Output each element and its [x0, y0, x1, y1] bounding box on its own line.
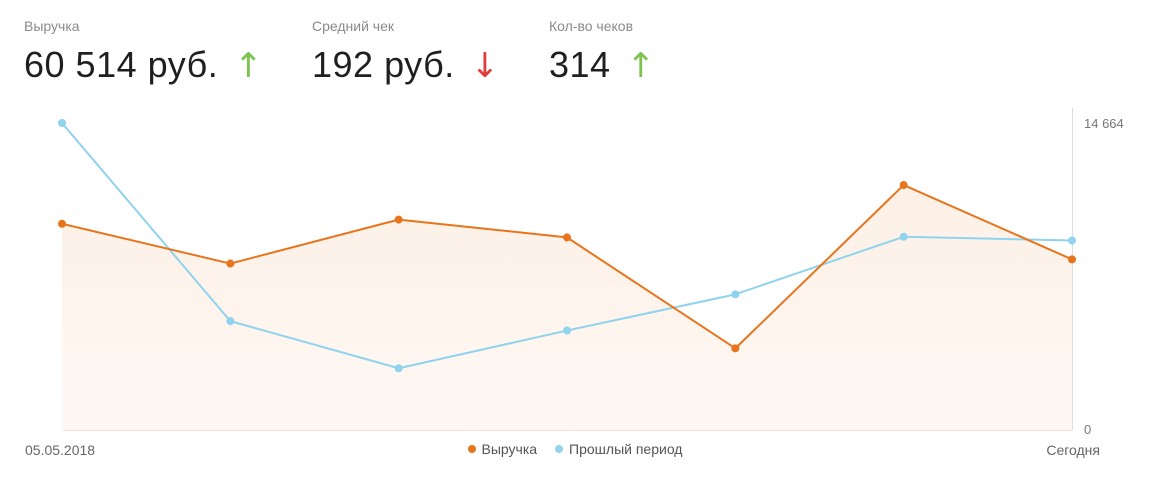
previous-period-point-3 [563, 326, 571, 335]
legend-item-revenue[interactable]: Выручка [467, 441, 538, 457]
kpi-average-check-label: Средний чек [312, 18, 395, 34]
y-tick-zero: 0 [1084, 422, 1091, 437]
revenue-point-0 [58, 219, 66, 228]
previous-period-point-4 [731, 290, 740, 299]
previous-period-point-2 [394, 364, 403, 373]
arrow-up-icon: ↑ [234, 46, 263, 86]
kpi-receipt-count-value: 314 [549, 44, 611, 85]
kpi-revenue-label: Выручка [24, 18, 80, 34]
kpi-receipt-count-label: Кол-во чеков [549, 18, 634, 34]
x-tick-label-6: Сегодня [1046, 442, 1100, 458]
arrow-down-icon: ↓ [470, 46, 500, 86]
arrow-up-icon: ↑ [626, 46, 656, 86]
legend-label-revenue: Выручка [481, 441, 538, 457]
legend-item-previous[interactable]: Прошлый период [555, 441, 682, 457]
legend-label-previous: Прошлый период [569, 441, 683, 457]
previous-period-point-5 [899, 232, 908, 241]
kpi-average-check: Средний чек 192 руб. ↓ [312, 18, 499, 86]
kpi-receipt-count: Кол-во чеков 314 ↑ [549, 18, 655, 86]
x-tick-label-0: 05.05.2018 [25, 442, 95, 458]
y-tick-max: 14 664 [1084, 116, 1124, 131]
revenue-point-4 [731, 344, 740, 353]
previous-period-point-6 [1068, 236, 1076, 245]
previous-period-point-0 [58, 119, 66, 127]
kpi-average-check-value: 192 руб. [312, 44, 455, 85]
previous-period-point-1 [226, 317, 235, 326]
revenue-point-3 [563, 233, 571, 242]
revenue-point-6 [1068, 255, 1076, 264]
legend-dot-revenue [467, 445, 476, 453]
revenue-point-2 [394, 215, 403, 224]
chart-legend: Выручка Прошлый период [0, 441, 1150, 457]
revenue-point-5 [899, 181, 908, 190]
revenue-area [62, 185, 1072, 430]
legend-dot-previous [555, 445, 564, 453]
kpi-revenue-value: 60 514 руб. [24, 44, 219, 85]
revenue-point-1 [226, 259, 235, 268]
kpi-revenue: Выручка 60 514 руб. ↑ [24, 18, 263, 86]
